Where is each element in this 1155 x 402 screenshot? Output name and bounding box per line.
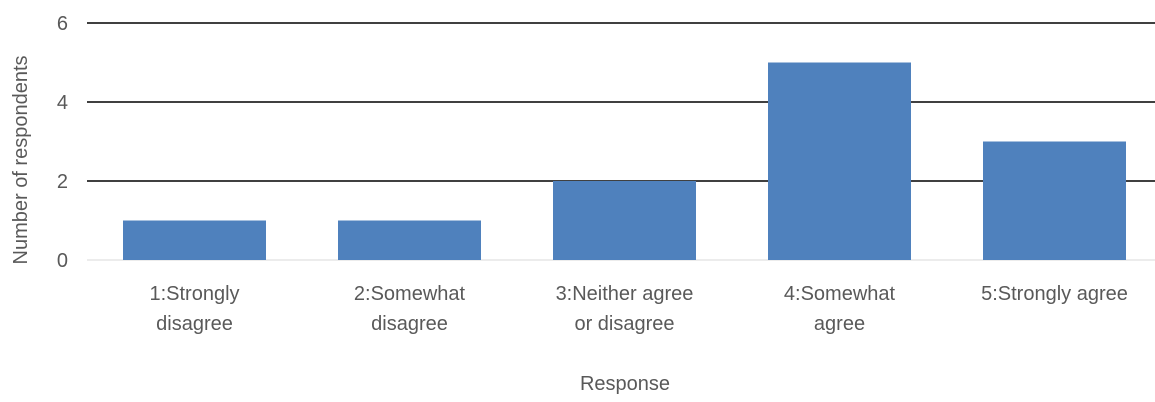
y-axis-title: Number of respondents bbox=[10, 55, 32, 264]
bar bbox=[123, 220, 266, 260]
x-tick-label: 5:Strongly agree bbox=[981, 283, 1128, 305]
x-tick-label: 3:Neither agree or disagree bbox=[556, 283, 694, 335]
bar bbox=[553, 181, 696, 260]
bar bbox=[983, 141, 1126, 260]
x-tick-label: 4:Somewhat agree bbox=[784, 283, 896, 335]
x-axis-title: Response bbox=[580, 373, 670, 395]
x-tick-labels: 1:Strongly disagree 2:Somewhat disagree 3:Ne… bbox=[149, 283, 1127, 335]
y-tick-labels: 0 2 4 6 bbox=[57, 13, 68, 272]
bar bbox=[768, 62, 911, 260]
x-tick-label: 1:Strongly disagree bbox=[149, 283, 239, 335]
y-tick-label: 0 bbox=[57, 250, 68, 272]
y-tick-label: 6 bbox=[57, 13, 68, 35]
x-tick-label: 2:Somewhat disagree bbox=[354, 283, 466, 335]
y-tick-label: 4 bbox=[57, 92, 68, 114]
bars bbox=[123, 62, 1126, 260]
bar bbox=[338, 220, 481, 260]
y-tick-label: 2 bbox=[57, 171, 68, 193]
